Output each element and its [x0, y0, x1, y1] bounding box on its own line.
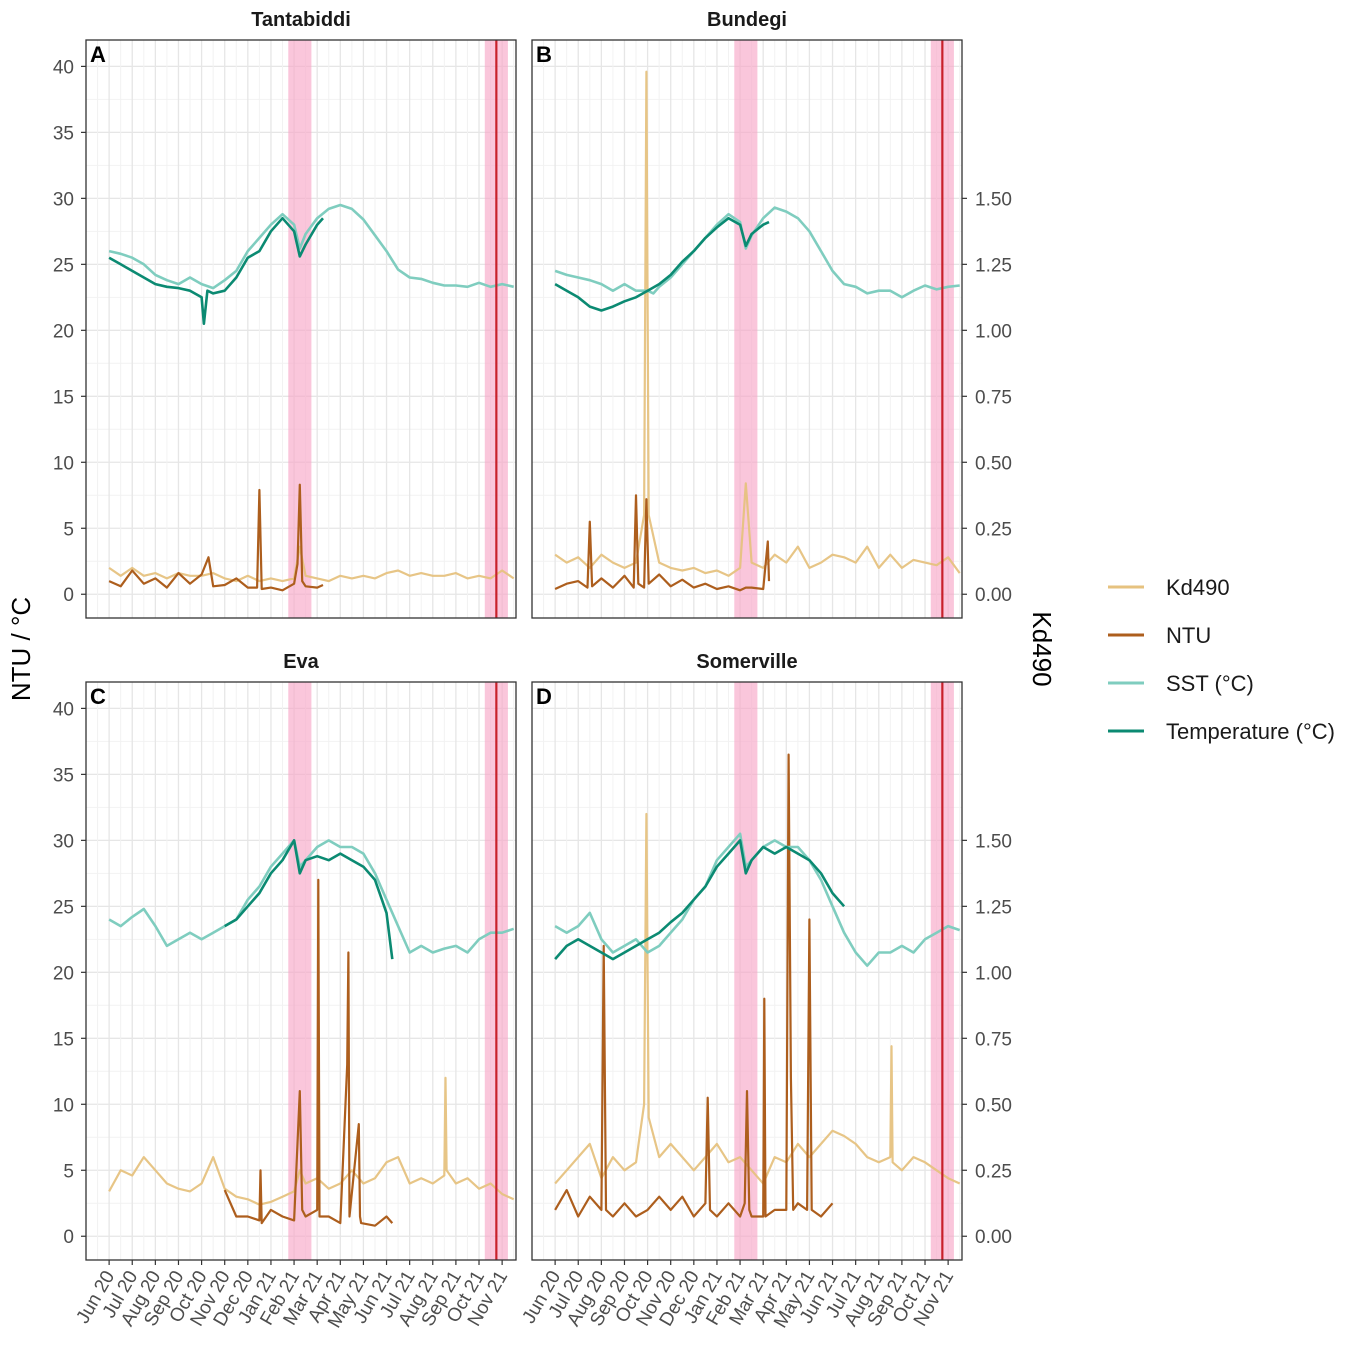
- legend-label-kd490: Kd490: [1166, 575, 1230, 600]
- panel-title: Bundegi: [707, 9, 787, 31]
- panel-b: Bundegi B 0.00 0.25 0.50 0.75 1.00 1.25 1.50: [531, 9, 1012, 619]
- sst-line: [108, 203, 514, 290]
- y-right-axis-title: Kd490: [1027, 611, 1057, 686]
- y-left-tick-label: 40: [53, 57, 74, 78]
- y-right-tick-label: 0.25: [975, 519, 1012, 540]
- panel-border: [85, 681, 517, 1261]
- y-left-tick-label: 15: [53, 1029, 74, 1050]
- temperature-line: [554, 839, 846, 961]
- legend-label-sst: SST (°C): [1166, 671, 1254, 696]
- y-left-axis-title: NTU / °C: [6, 597, 36, 701]
- y-left-tick-label: 0: [63, 1227, 74, 1248]
- y-right-tick-label: 1.00: [975, 321, 1012, 342]
- y-right-tick-label: 0.75: [975, 387, 1012, 408]
- ntu-line: [554, 753, 834, 1218]
- legend: Kd490 NTU SST (°C) Temperature (°C): [1108, 575, 1335, 744]
- y-left-tick-label: 0: [63, 585, 74, 606]
- kd490-line: [554, 70, 961, 577]
- y-left-tick-label: 5: [63, 1161, 74, 1182]
- temperature-line: [224, 839, 394, 960]
- y-left-tick-label: 30: [53, 189, 74, 210]
- panel-a: Tantabiddi A 0 5 10 15 20 25 30 35 40: [53, 9, 517, 619]
- temperature-line: [554, 216, 770, 312]
- panel-label: C: [90, 684, 106, 709]
- y-right-tick-label: 0.50: [975, 1095, 1012, 1116]
- panel-label: D: [536, 684, 552, 709]
- panel-title: Tantabiddi: [251, 9, 351, 31]
- panel-label: B: [536, 42, 552, 67]
- ntu-line: [554, 494, 771, 592]
- y-right-tick-label: 1.00: [975, 963, 1012, 984]
- y-left-tick-label: 10: [53, 453, 74, 474]
- ntu-line: [223, 878, 394, 1227]
- panel-label: A: [90, 42, 106, 67]
- y-left-tick-label: 20: [53, 321, 74, 342]
- panel-title: Somerville: [696, 651, 797, 673]
- y-right-tick-label: 1.50: [975, 831, 1012, 852]
- legend-label-temperature: Temperature (°C): [1166, 719, 1335, 744]
- y-right-tick-label: 1.50: [975, 189, 1012, 210]
- panel-border: [85, 39, 517, 619]
- y-left-tick-label: 25: [53, 897, 74, 918]
- heatwave-shading: [288, 682, 312, 1260]
- y-right-tick-label: 0.00: [975, 585, 1012, 606]
- y-right-tick-label: 0.00: [975, 1227, 1012, 1248]
- ntu-line: [108, 483, 324, 592]
- y-left-tick-label: 30: [53, 831, 74, 852]
- y-left-tick-label: 20: [53, 963, 74, 984]
- heatwave-shading: [734, 40, 758, 618]
- y-left-tick-label: 5: [63, 519, 74, 540]
- y-right-tick-label: 1.25: [975, 897, 1012, 918]
- heatwave-shading: [288, 40, 312, 618]
- y-left-tick-label: 40: [53, 699, 74, 720]
- panel-border: [531, 39, 963, 619]
- y-right-tick-label: 0.25: [975, 1161, 1012, 1182]
- y-left-tick-label: 35: [53, 765, 74, 786]
- legend-label-ntu: NTU: [1166, 623, 1211, 648]
- y-left-tick-label: 15: [53, 387, 74, 408]
- heatwave-shading: [734, 682, 758, 1260]
- kd490-line: [554, 812, 961, 1185]
- y-right-tick-label: 0.75: [975, 1029, 1012, 1050]
- panel-d: SomervilleD0.000.250.500.751.001.251.50J…: [518, 651, 1011, 1332]
- panel-border: [531, 681, 963, 1261]
- panel-title: Eva: [283, 651, 319, 673]
- panels: Tantabiddi A 0 5 10 15 20 25 30 35 40 Bundegi B 0.00 0…: [53, 9, 1012, 1332]
- y-left-tick-label: 10: [53, 1095, 74, 1116]
- y-right-tick-label: 0.50: [975, 453, 1012, 474]
- y-left-tick-label: 35: [53, 123, 74, 144]
- temperature-line: [108, 216, 324, 326]
- y-right-tick-label: 1.25: [975, 255, 1012, 276]
- y-left-tick-label: 25: [53, 255, 74, 276]
